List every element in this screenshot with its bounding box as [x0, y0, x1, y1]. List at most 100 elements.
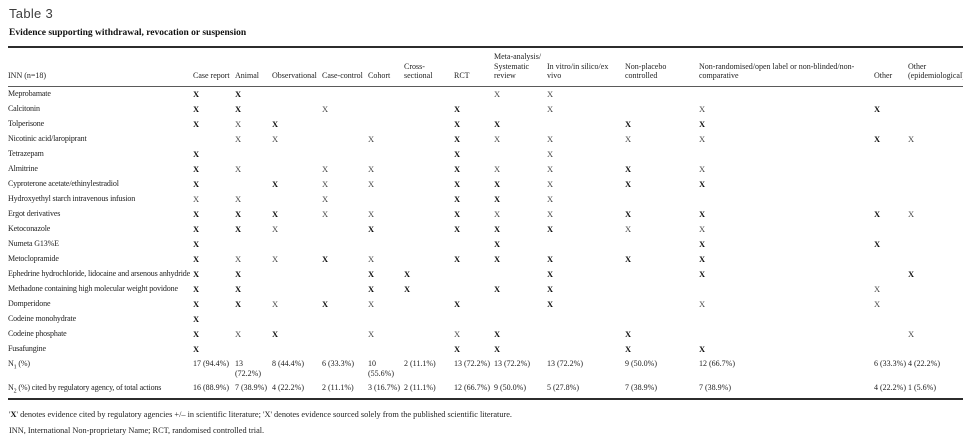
- x-mark: X: [368, 133, 375, 144]
- evidence-mark-regulatory: X: [494, 252, 547, 267]
- evidence-mark-regulatory: X: [404, 282, 454, 297]
- evidence-mark-regulatory: X: [193, 252, 235, 267]
- x-mark: X: [699, 208, 706, 219]
- x-mark: X: [547, 283, 554, 294]
- evidence-mark-empty: [874, 192, 908, 207]
- table-row: Nicotinic acid/laropiprant X X X X X X X X X X: [8, 132, 963, 147]
- x-mark: X: [272, 133, 279, 144]
- evidence-mark-empty: [235, 312, 272, 327]
- evidence-mark-empty: [322, 117, 368, 132]
- evidence-mark-regulatory: X: [547, 222, 625, 237]
- evidence-mark-regulatory: X: [494, 222, 547, 237]
- table-row: Codeine monohydrate X: [8, 312, 963, 327]
- x-mark: X: [235, 268, 242, 279]
- evidence-mark-regulatory: X: [454, 297, 494, 312]
- evidence-mark-empty: [404, 102, 454, 117]
- evidence-mark-literature: X: [193, 192, 235, 207]
- x-mark: X: [454, 328, 461, 339]
- evidence-mark-empty: [404, 192, 454, 207]
- x-mark: X: [625, 178, 632, 189]
- evidence-mark-literature: X: [322, 177, 368, 192]
- evidence-mark-empty: [874, 342, 908, 357]
- legend-text: ': [9, 410, 11, 420]
- table-row: Tetrazepam X X X: [8, 147, 963, 162]
- evidence-mark-empty: [908, 237, 963, 252]
- evidence-mark-empty: [625, 267, 699, 282]
- evidence-mark-empty: [272, 162, 322, 177]
- x-mark: X: [322, 253, 329, 264]
- table-row: Tolperisone X X X X X X X: [8, 117, 963, 132]
- evidence-mark-regulatory: X: [494, 282, 547, 297]
- evidence-mark-regulatory: X: [494, 237, 547, 252]
- evidence-mark-empty: [874, 86, 908, 102]
- x-mark: X: [235, 253, 242, 264]
- evidence-mark-literature: X: [235, 117, 272, 132]
- evidence-mark-literature: X: [368, 327, 404, 342]
- x-mark: X: [454, 103, 461, 114]
- x-mark: X: [494, 88, 501, 99]
- x-mark: X: [454, 163, 461, 174]
- x-mark: X: [547, 103, 554, 114]
- evidence-mark-literature: X: [547, 147, 625, 162]
- x-mark: X: [699, 118, 706, 129]
- total-value: 1 (5.6%): [908, 382, 936, 392]
- evidence-mark-empty: [235, 237, 272, 252]
- evidence-mark-empty: [874, 267, 908, 282]
- inn-cell: Methadone containing high molecular weig…: [8, 283, 178, 293]
- total-value: 16 (88.9%): [193, 382, 229, 392]
- x-mark: X: [235, 193, 242, 204]
- x-mark: X: [272, 208, 279, 219]
- evidence-mark-empty: [272, 342, 322, 357]
- x-mark: X: [368, 298, 375, 309]
- evidence-mark-literature: X: [908, 327, 963, 342]
- x-mark: X: [494, 193, 501, 204]
- evidence-mark-regulatory: X: [454, 162, 494, 177]
- total-value: 6 (33.3%): [874, 358, 906, 368]
- inn-cell: Numeta G13%E: [8, 238, 59, 248]
- x-mark: X: [547, 193, 554, 204]
- x-mark: X: [874, 133, 881, 144]
- evidence-mark-empty: [908, 192, 963, 207]
- totals-label: N1 (%): [8, 358, 30, 371]
- evidence-mark-literature: X: [625, 132, 699, 147]
- evidence-mark-literature: X: [547, 162, 625, 177]
- evidence-mark-literature: X: [272, 132, 322, 147]
- table-number-label: Table 3: [9, 6, 54, 21]
- evidence-mark-empty: [494, 147, 547, 162]
- evidence-mark-empty: [235, 147, 272, 162]
- evidence-mark-regulatory: X: [547, 267, 625, 282]
- evidence-mark-literature: X: [699, 132, 874, 147]
- x-mark: X: [272, 118, 279, 129]
- evidence-mark-empty: [908, 222, 963, 237]
- evidence-mark-empty: [404, 297, 454, 312]
- x-mark: X: [547, 253, 554, 264]
- total-value: 2 (11.1%): [322, 382, 354, 392]
- table-row: Meprobamate X X X X: [8, 86, 963, 102]
- evidence-mark-regulatory: X: [454, 147, 494, 162]
- evidence-mark-empty: [272, 86, 322, 102]
- x-mark: X: [322, 193, 329, 204]
- evidence-mark-literature: X: [368, 132, 404, 147]
- inn-cell: Ergot derivatives: [8, 208, 61, 218]
- x-mark: X: [454, 208, 461, 219]
- evidence-mark-empty: [322, 342, 368, 357]
- total-value: 17 (94.4%): [193, 358, 229, 368]
- column-header: RCT: [454, 47, 494, 87]
- total-value: 13 (72.2%): [494, 358, 530, 368]
- evidence-mark-regulatory: X: [193, 267, 235, 282]
- x-mark: X: [322, 298, 329, 309]
- x-mark: X: [874, 238, 881, 249]
- evidence-mark-empty: [322, 147, 368, 162]
- evidence-mark-literature: X: [547, 192, 625, 207]
- evidence-mark-regulatory: X: [494, 117, 547, 132]
- evidence-mark-literature: X: [699, 297, 874, 312]
- evidence-mark-empty: [547, 312, 625, 327]
- x-mark: X: [699, 223, 706, 234]
- evidence-mark-regulatory: X: [874, 102, 908, 117]
- x-mark: X: [235, 328, 242, 339]
- table-row: Almitrine X X X X X X X X X: [8, 162, 963, 177]
- evidence-mark-literature: X: [272, 297, 322, 312]
- evidence-mark-empty: [322, 327, 368, 342]
- evidence-mark-empty: [272, 192, 322, 207]
- evidence-mark-regulatory: X: [454, 192, 494, 207]
